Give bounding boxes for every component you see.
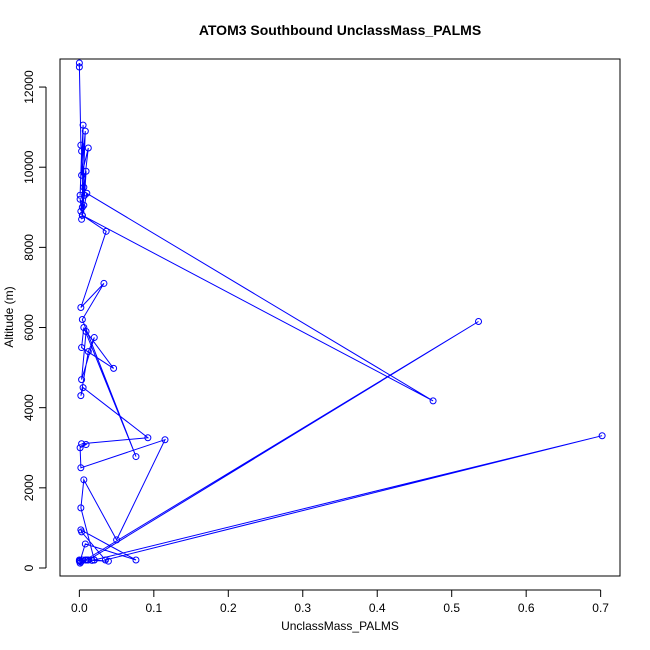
data-point: [102, 227, 110, 235]
y-tick-label: 4000: [22, 394, 36, 421]
data-point: [429, 397, 437, 405]
data-point: [76, 191, 84, 199]
series-line: [78, 63, 603, 565]
data-point: [475, 318, 483, 326]
y-axis: 0 2000 4000 6000 8000 10000 12000: [22, 70, 47, 571]
x-axis: 0.0 0.1 0.2 0.3 0.4 0.5 0.6 0.7: [71, 589, 609, 615]
data-point: [81, 191, 89, 199]
data-point: [90, 334, 98, 342]
data-point: [78, 440, 86, 448]
data-point: [77, 526, 85, 534]
data-point: [78, 344, 86, 352]
data-point: [78, 147, 86, 155]
data-point: [598, 432, 606, 440]
y-tick-label: 0: [22, 564, 36, 571]
plot-frame: [59, 58, 621, 577]
data-point: [82, 167, 90, 175]
chart-title: ATOM3 Southbound UnclassMass_PALMS: [199, 22, 481, 38]
data-point: [110, 364, 118, 372]
data-series: [75, 59, 606, 567]
x-tick-label: 0.6: [518, 601, 535, 615]
data-point: [80, 324, 88, 332]
data-point: [75, 59, 83, 67]
data-point: [161, 436, 169, 444]
data-point: [77, 207, 85, 215]
data-point: [84, 348, 92, 356]
data-point: [82, 441, 90, 449]
data-point: [79, 121, 87, 129]
y-tick-label: 10000: [22, 150, 36, 184]
y-tick-label: 2000: [22, 474, 36, 501]
y-tick-label: 8000: [22, 234, 36, 261]
data-point: [78, 215, 86, 223]
data-point: [81, 127, 89, 135]
data-point: [77, 303, 85, 311]
data-point: [77, 392, 85, 400]
x-tick-label: 0.7: [592, 601, 609, 615]
y-tick-label: 6000: [22, 314, 36, 341]
x-tick-label: 0.5: [443, 601, 460, 615]
data-point: [77, 464, 85, 472]
data-point: [144, 434, 152, 442]
data-point: [113, 536, 121, 544]
data-point: [75, 63, 83, 71]
data-point: [78, 171, 86, 179]
x-tick-label: 0.1: [145, 601, 162, 615]
data-point: [77, 504, 85, 512]
x-tick-label: 0.2: [220, 601, 237, 615]
data-point: [75, 556, 83, 564]
y-tick-label: 12000: [22, 70, 36, 104]
data-point: [81, 540, 89, 548]
data-point: [76, 444, 84, 452]
data-point: [79, 384, 87, 392]
data-point: [80, 476, 88, 484]
data-point: [132, 453, 140, 461]
data-point: [80, 183, 88, 191]
data-point: [80, 201, 88, 209]
data-point: [100, 279, 108, 287]
data-point: [84, 144, 92, 152]
data-point: [76, 195, 84, 203]
data-point: [78, 316, 86, 324]
x-tick-label: 0.3: [294, 601, 311, 615]
data-point: [78, 211, 86, 219]
x-tick-label: 0.0: [71, 601, 88, 615]
y-axis-label: Altitude (m): [2, 286, 16, 347]
x-axis-label: UnclassMass_PALMS: [281, 619, 399, 633]
data-point: [78, 376, 86, 384]
data-point: [78, 203, 86, 211]
data-point: [82, 328, 90, 336]
data-point: [132, 556, 140, 564]
data-point: [83, 189, 91, 197]
data-point: [104, 557, 112, 565]
x-tick-label: 0.4: [369, 601, 386, 615]
data-point: [76, 557, 84, 565]
